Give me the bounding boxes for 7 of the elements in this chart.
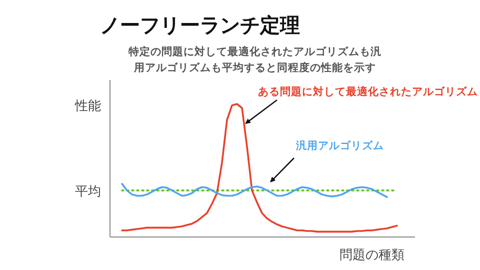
y-axis-title: 性能 [74,99,101,114]
chart-subtitle: 特定の問題に対して最適化されたアルゴリズムも汎用アルゴリズムも平均すると同程度の性能を示す [128,45,382,74]
x-axis-title: 問題の種類 [340,248,404,263]
text: 汎用アルゴリズム [295,139,384,152]
series-label: ある問題に対して最適化されたアルゴリズム [258,85,478,98]
ref-line-label: 平均 [75,184,101,200]
chart-title: ノーフリーランチ定理 [100,13,300,37]
